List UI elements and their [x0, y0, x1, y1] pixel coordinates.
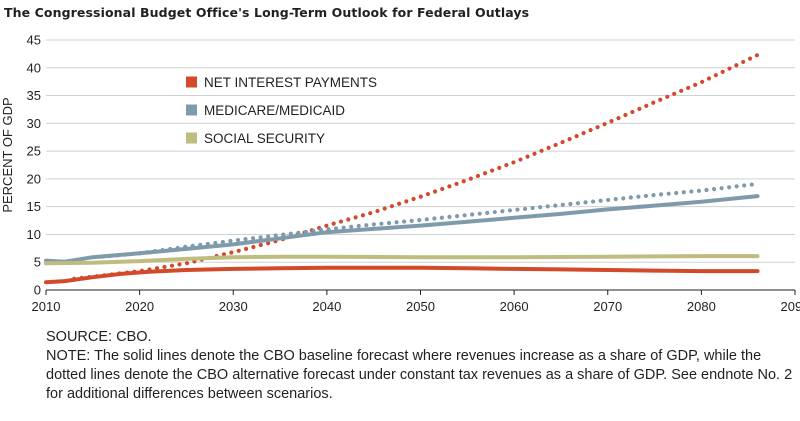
line-chart: 0 5 10 15 20 25 30 35 40 45 2010 2020 2030 2040 2050 20… [0, 33, 800, 315]
x-tick-label: 2080 [687, 299, 716, 314]
x-tick-label: 2030 [219, 299, 248, 314]
x-tick-label: 2020 [125, 299, 154, 314]
gridlines [46, 39, 795, 263]
legend-label: NET INTEREST PAYMENTS [204, 75, 377, 90]
y-tick-label: 10 [27, 227, 41, 242]
series-lines [44, 52, 760, 285]
series-line-net-interest-payments-dotted [72, 52, 760, 281]
series-line-medicare-medicaid-solid [44, 194, 760, 264]
legend-swatch [186, 76, 197, 88]
legend-label: MEDICARE/MEDICAID [204, 103, 345, 118]
series-line-net-interest-payments-solid [44, 265, 760, 285]
x-tick-label: 2090 [781, 299, 800, 314]
chart-title: The Congressional Budget Office's Long-T… [4, 5, 530, 20]
x-tick-label: 2070 [593, 299, 622, 314]
x-tick-label: 2040 [312, 299, 341, 314]
legend-label: SOCIAL SECURITY [204, 131, 325, 146]
y-tick-label: 5 [34, 255, 41, 270]
legend: NET INTEREST PAYMENTS MEDICARE/MEDICAID SO… [186, 75, 377, 146]
y-tick-label: 35 [27, 88, 41, 103]
series-line-medicare-medicaid-dotted [100, 181, 760, 259]
y-tick-label: 20 [27, 171, 41, 186]
y-tick-label: 25 [27, 144, 41, 159]
legend-swatch [186, 132, 197, 144]
y-tick-label: 30 [27, 116, 41, 131]
x-tick-label: 2010 [32, 299, 61, 314]
legend-swatch [186, 104, 197, 116]
note-text: NOTE: The solid lines denote the CBO bas… [46, 348, 793, 402]
series-line-social-security-solid [44, 254, 760, 266]
axes: 0 5 10 15 20 25 30 35 40 45 2010 2020 2030 2040 2050 20… [27, 33, 800, 315]
y-tick-label: 40 [27, 60, 41, 75]
chart-footer: SOURCE: CBO. NOTE: The solid lines denot… [46, 328, 796, 404]
y-axis-label: PERCENT OF GDP [0, 97, 15, 212]
y-tick-label: 0 [34, 283, 41, 298]
x-tick-label: 2060 [500, 299, 529, 314]
y-tick-label: 15 [27, 199, 41, 214]
source-text: SOURCE: CBO. [46, 329, 152, 345]
y-tick-label: 45 [27, 33, 41, 48]
x-tick-label: 2050 [406, 299, 435, 314]
